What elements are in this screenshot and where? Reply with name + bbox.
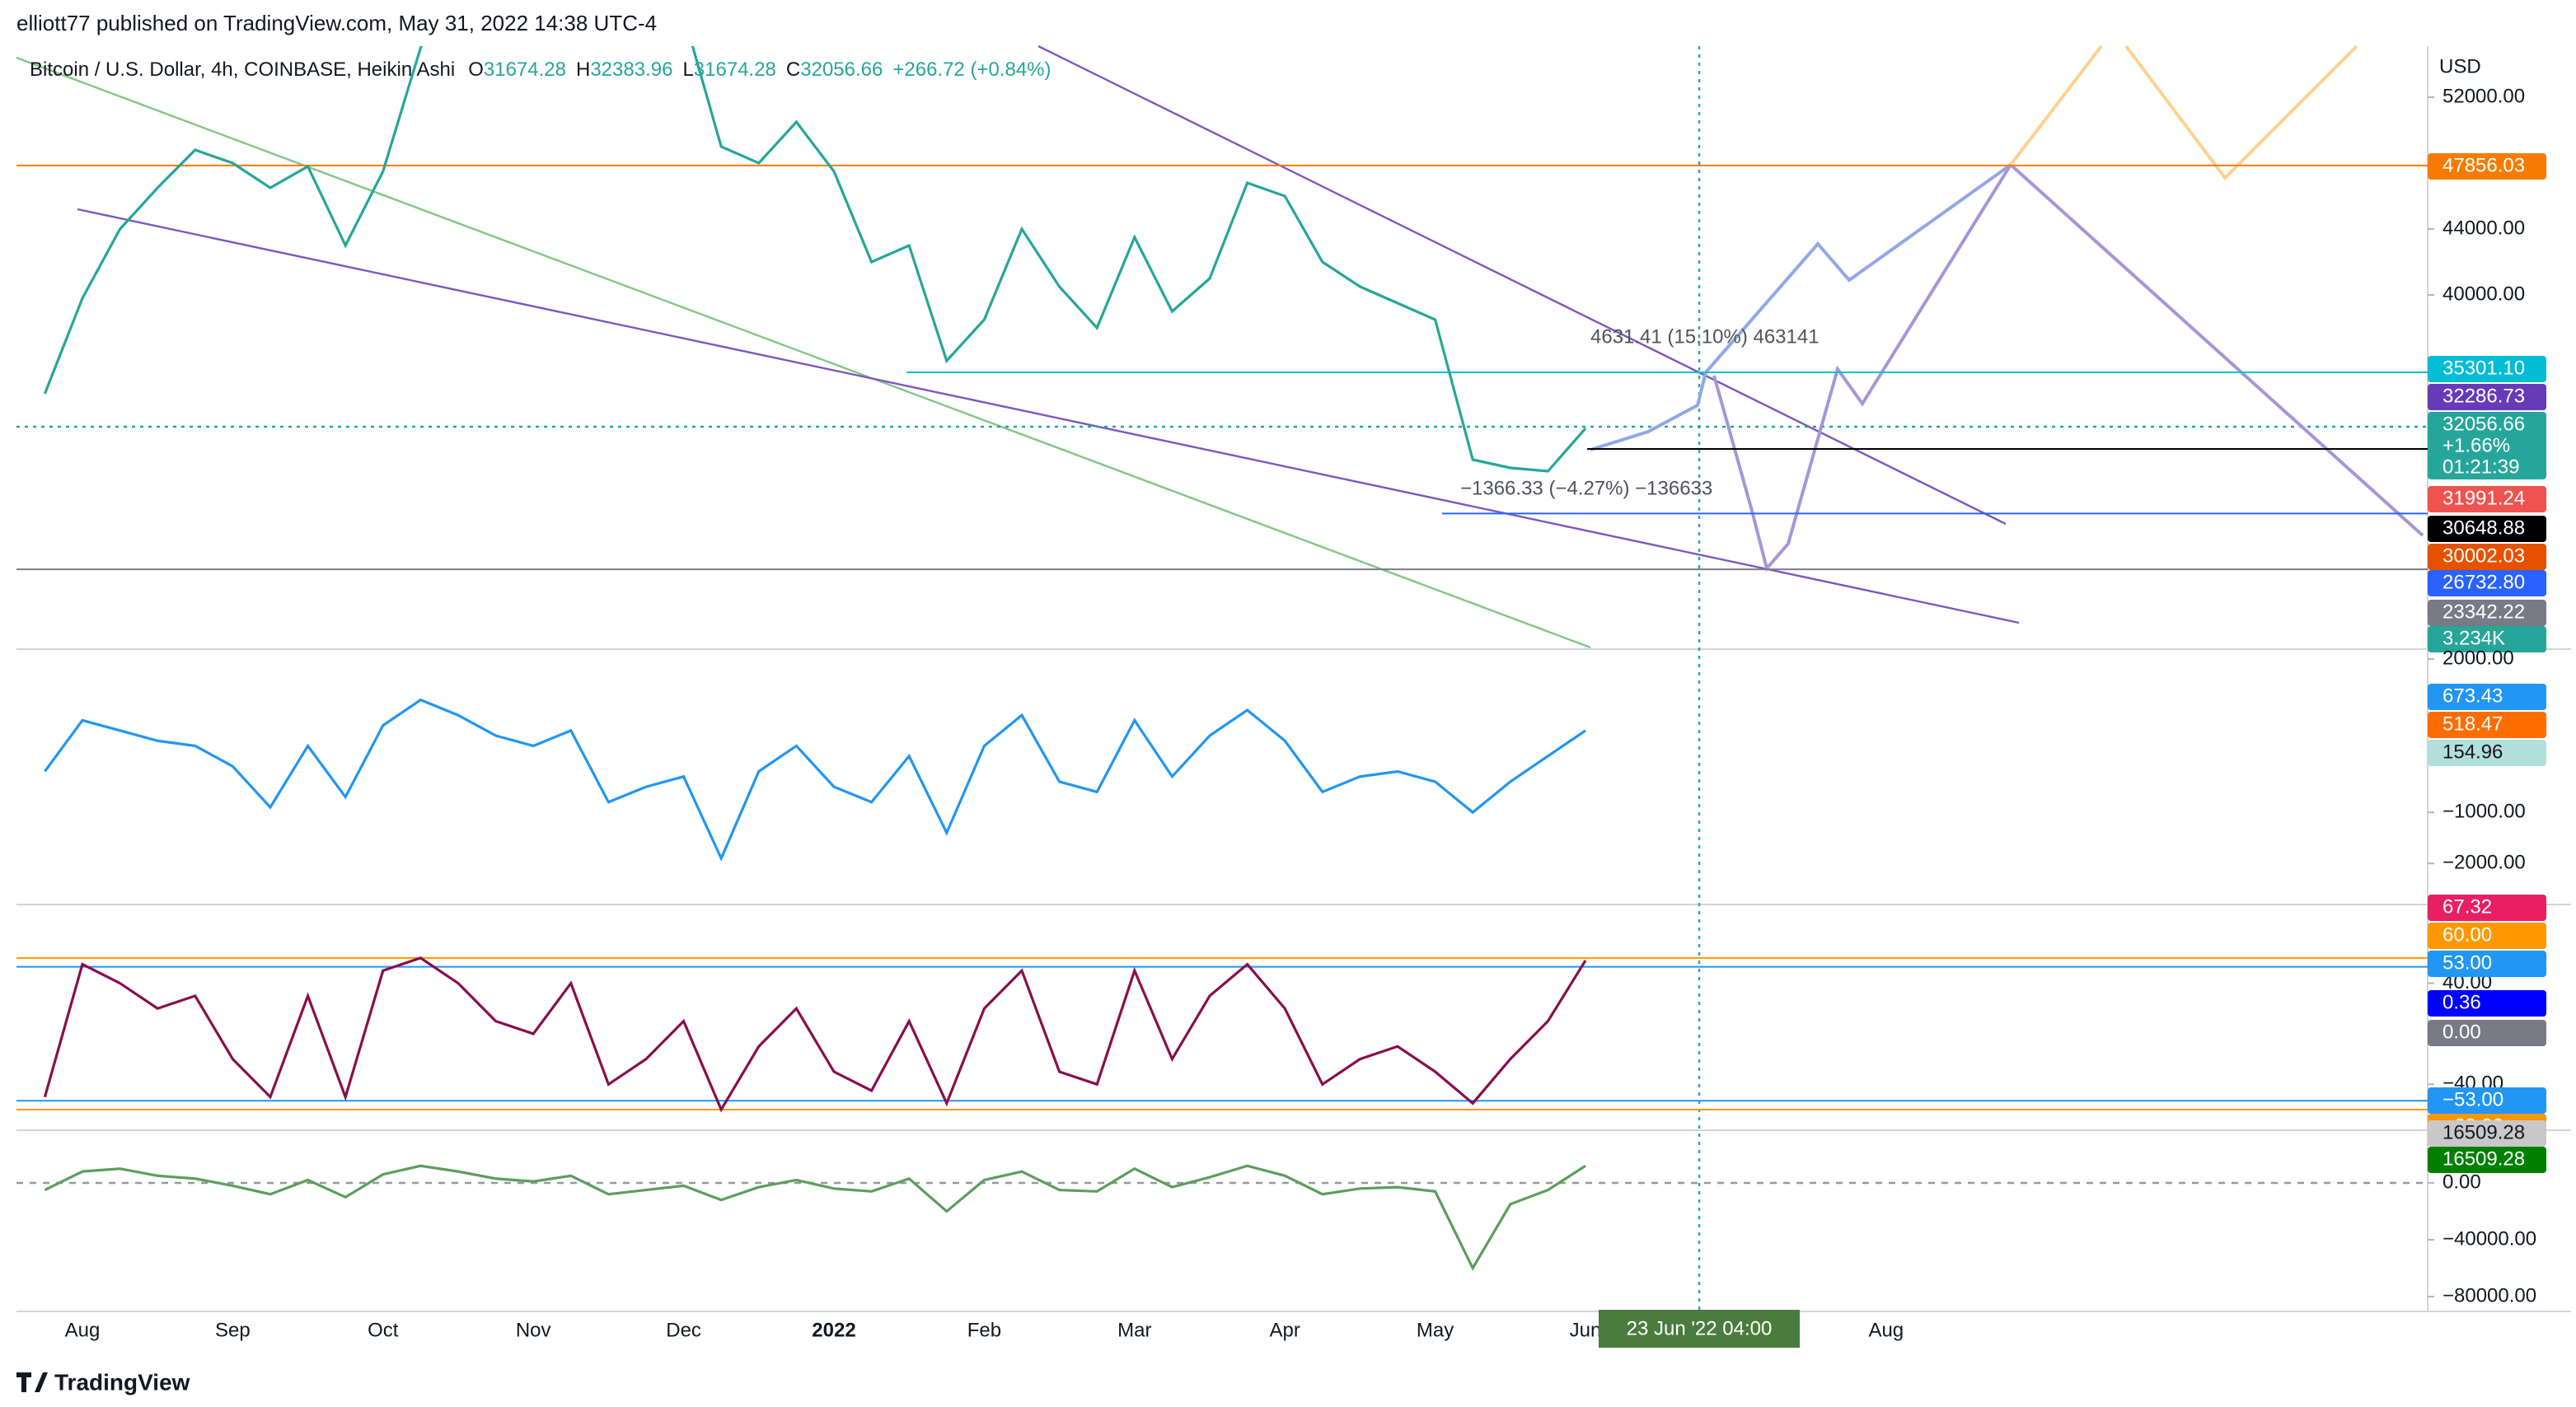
projection-path xyxy=(1712,161,2424,573)
price-label-box xyxy=(2428,412,2546,479)
price-label-box xyxy=(2428,895,2546,921)
annotation: 4631.41 (15.10%) 463141 xyxy=(1590,325,1820,348)
price-label: 47856.03 xyxy=(2443,154,2525,176)
price-label-box xyxy=(2428,1020,2546,1046)
price-label: 154.96 xyxy=(2443,741,2503,763)
x-tick-label: May xyxy=(1417,1319,1454,1341)
y-axis-unit: USD xyxy=(2439,55,2481,77)
pane-borders xyxy=(16,46,2571,1312)
x-tick-label: 2022 xyxy=(812,1319,855,1341)
price-label: 26732.80 xyxy=(2443,571,2525,593)
trend-line xyxy=(16,56,1591,649)
price-label-box xyxy=(2428,712,2546,738)
projection-path xyxy=(2009,44,2103,166)
price-label: 30648.88 xyxy=(2443,517,2525,539)
price-label: 67.32 xyxy=(2443,895,2492,918)
legend-value: 32383.96 xyxy=(590,58,672,81)
x-tick-label: Oct xyxy=(368,1319,399,1341)
legend-key: L xyxy=(682,58,693,81)
price-label: 31991.24 xyxy=(2443,487,2525,509)
price-label: 53.00 xyxy=(2443,951,2492,974)
y-tick-label: 2000.00 xyxy=(2443,647,2514,669)
price-label-box xyxy=(2428,486,2546,512)
price-label-box xyxy=(2428,570,2546,596)
series-line xyxy=(43,46,1587,473)
price-label: 16509.28 xyxy=(2443,1148,2525,1170)
y-tick-label: −40000.00 xyxy=(2443,1227,2536,1250)
x-tick-label: Feb xyxy=(967,1319,1001,1341)
y-tick-label: −80000.00 xyxy=(2443,1284,2536,1306)
crosshair-label: 23 Jun '22 04:00 xyxy=(1627,1317,1773,1339)
price-label: 60.00 xyxy=(2443,923,2492,946)
legend-value: 31674.28 xyxy=(484,58,566,81)
legend-value: 31674.28 xyxy=(694,58,776,81)
brand-logo xyxy=(16,1372,48,1392)
price-label: 32056.66 xyxy=(2443,413,2525,435)
x-tick-label: Jun xyxy=(1570,1319,1602,1341)
price-label-box xyxy=(2428,544,2546,570)
legend-value: 32056.66 xyxy=(800,58,883,81)
price-label: 673.43 xyxy=(2443,685,2503,707)
series-line xyxy=(44,698,1586,862)
price-label: 23342.22 xyxy=(2443,601,2525,623)
annotation: −1366.33 (−4.27%) −136633 xyxy=(1460,477,1712,499)
legend-key: H xyxy=(576,58,590,81)
price-label-box xyxy=(2428,384,2546,410)
price-label-box xyxy=(2428,740,2546,766)
price-label-box xyxy=(2428,1147,2546,1173)
y-tick-label: 44000.00 xyxy=(2443,217,2525,239)
price-label-box xyxy=(2428,951,2546,977)
trend-line xyxy=(77,208,2020,624)
price-label: 0.00 xyxy=(2443,1021,2481,1043)
legend-title: Bitcoin / U.S. Dollar, 4h, COINBASE, Hei… xyxy=(30,58,455,81)
legend-change: +266.72 (+0.84%) xyxy=(892,58,1051,81)
price-label: 16509.28 xyxy=(2443,1121,2525,1143)
legend: Bitcoin / U.S. Dollar, 4h, COINBASE, Hei… xyxy=(30,58,1051,81)
y-tick-label: −1000.00 xyxy=(2443,800,2526,822)
price-label-box xyxy=(2428,153,2546,180)
header-text: elliott77 published on TradingView.com, … xyxy=(16,11,657,35)
crosshair-label-box xyxy=(1599,1310,1800,1348)
price-label-box xyxy=(2428,516,2546,542)
x-tick-label: Mar xyxy=(1117,1319,1151,1341)
series-line xyxy=(44,1164,1586,1271)
x-tick-label: Dec xyxy=(666,1319,701,1341)
price-label: 30002.03 xyxy=(2443,545,2525,567)
price-label: 32286.73 xyxy=(2443,385,2525,407)
price-label: 518.47 xyxy=(2443,713,2503,735)
y-tick-label: 52000.00 xyxy=(2443,85,2525,107)
projection-path xyxy=(2124,44,2358,181)
price-label-countdown: 01:21:39 xyxy=(2443,456,2519,478)
brand: TradingView xyxy=(54,1369,190,1395)
x-tick-label: Apr xyxy=(1270,1319,1300,1341)
trend-line xyxy=(1037,44,2007,526)
x-tick-label: Sep xyxy=(215,1319,251,1341)
price-label-box xyxy=(2428,356,2546,382)
series-line xyxy=(43,956,1587,1113)
y-tick-label: 40000.00 xyxy=(2443,283,2525,305)
y-tick-label: 0.00 xyxy=(2443,1171,2481,1193)
price-label-box xyxy=(2428,923,2546,949)
price-label-box xyxy=(2428,1120,2546,1147)
price-label-box xyxy=(2428,626,2546,652)
price-label-box xyxy=(2428,600,2546,626)
price-label: 3.234K xyxy=(2443,627,2505,649)
price-label: 35301.10 xyxy=(2443,357,2525,379)
price-label-box xyxy=(2428,684,2546,710)
price-label: 0.36 xyxy=(2443,991,2481,1013)
legend-key: O xyxy=(468,58,484,81)
x-tick-label: Nov xyxy=(516,1319,551,1341)
price-label-change: +1.66% xyxy=(2443,434,2510,456)
price-label: −53.00 xyxy=(2443,1088,2503,1110)
legend-key: C xyxy=(786,58,800,81)
price-label-box xyxy=(2428,990,2546,1017)
y-tick-label: −2000.00 xyxy=(2443,852,2526,874)
x-tick-label: Aug xyxy=(65,1319,101,1341)
price-label-box xyxy=(2428,1087,2546,1114)
x-tick-label: Aug xyxy=(1868,1319,1904,1341)
